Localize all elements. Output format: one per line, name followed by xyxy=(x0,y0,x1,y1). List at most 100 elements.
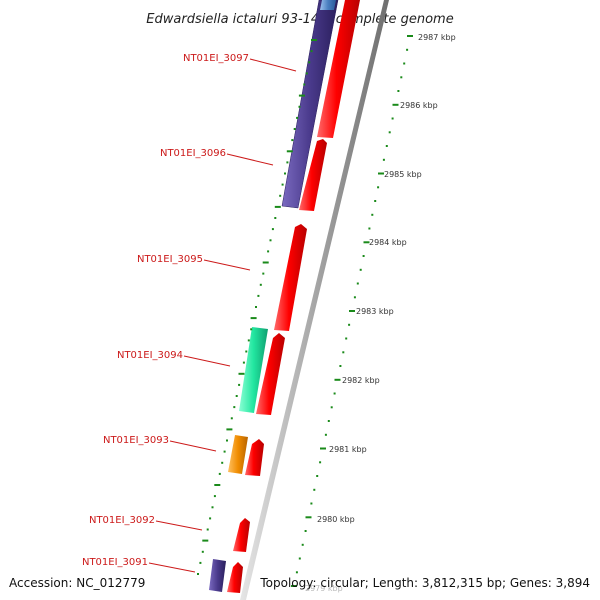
minor-tick xyxy=(310,50,313,53)
major-tick xyxy=(202,539,209,542)
minor-tick xyxy=(310,502,313,505)
minor-tick xyxy=(286,161,289,164)
minor-tick xyxy=(305,72,308,75)
scale-label-2986: 2986 kbp xyxy=(400,101,438,110)
gene-label-3095: NT01EI_3095 xyxy=(137,254,203,265)
minor-tick xyxy=(293,128,296,130)
leader-lines xyxy=(148,58,297,573)
scale-label-2984: 2984 kbp xyxy=(369,238,407,247)
minor-tick xyxy=(298,557,301,560)
minor-tick xyxy=(298,105,301,108)
minor-tick xyxy=(345,337,348,340)
major-tick xyxy=(349,310,355,312)
major-tick xyxy=(291,585,297,587)
cds-red-3093 xyxy=(245,439,264,476)
major-tick xyxy=(378,172,384,175)
scale-label-2982: 2982 kbp xyxy=(342,376,380,385)
minor-tick xyxy=(284,172,286,175)
minor-tick xyxy=(245,350,248,353)
minor-tick xyxy=(330,406,333,409)
minor-tick xyxy=(199,561,202,564)
cds-purple-3091 xyxy=(209,559,226,592)
minor-tick xyxy=(247,339,250,342)
minor-tick xyxy=(197,573,199,575)
major-tick xyxy=(250,317,257,320)
major-tick xyxy=(311,39,317,41)
genome-info-text: Topology: circular; Length: 3,812,315 bp… xyxy=(260,576,590,590)
gene-label-3094: NT01EI_3094 xyxy=(117,350,183,361)
minor-tick xyxy=(313,488,316,491)
major-tick xyxy=(214,484,221,486)
minor-tick xyxy=(382,158,385,161)
minor-tick xyxy=(267,250,270,253)
minor-tick xyxy=(333,392,336,395)
minor-tick xyxy=(296,116,299,119)
gene-label-3091: NT01EI_3091 xyxy=(82,557,148,568)
minor-tick xyxy=(403,62,406,65)
minor-tick xyxy=(377,186,380,189)
cds-red-3091 xyxy=(227,562,243,593)
minor-tick xyxy=(301,543,304,546)
minor-tick xyxy=(211,506,214,509)
cds-teal-3094 xyxy=(239,327,268,413)
minor-tick xyxy=(324,433,327,436)
minor-tick xyxy=(206,528,209,531)
minor-tick xyxy=(281,183,284,186)
minor-tick xyxy=(339,365,342,367)
minor-tick xyxy=(213,495,216,498)
minor-tick xyxy=(371,213,374,216)
minor-tick xyxy=(221,461,224,464)
major-tick xyxy=(238,372,245,375)
minor-tick xyxy=(242,361,245,364)
minor-tick xyxy=(353,296,356,299)
major-tick xyxy=(392,103,399,106)
minor-tick xyxy=(397,90,400,92)
cds-red-3097 xyxy=(317,0,360,138)
gene-label-3092: NT01EI_3092 xyxy=(89,515,155,526)
scale-label-2985: 2985 kbp xyxy=(384,170,422,179)
minor-tick xyxy=(250,328,253,331)
minor-tick xyxy=(303,83,306,86)
genome-backbone xyxy=(240,0,389,600)
major-tick xyxy=(334,378,341,381)
tick-marks xyxy=(197,35,413,587)
minor-tick xyxy=(218,472,221,475)
minor-tick xyxy=(308,61,311,64)
scale-label-2987: 2987 kbp xyxy=(418,33,456,42)
scale-label-2980: 2980 kbp xyxy=(317,515,355,524)
minor-tick xyxy=(223,450,226,453)
major-tick xyxy=(407,35,413,37)
major-tick xyxy=(320,447,326,450)
minor-tick xyxy=(259,283,262,286)
minor-tick xyxy=(362,255,365,257)
gene-label-3096: NT01EI_3096 xyxy=(160,148,226,159)
cds-red-3094 xyxy=(256,333,285,415)
gene-label-3093: NT01EI_3093 xyxy=(103,435,169,446)
minor-tick xyxy=(388,131,391,134)
major-tick xyxy=(363,241,370,244)
minor-tick xyxy=(255,306,257,308)
minor-tick xyxy=(233,406,236,409)
minor-tick xyxy=(230,417,233,420)
major-tick xyxy=(286,150,293,153)
minor-tick xyxy=(262,272,265,275)
minor-tick xyxy=(271,228,274,231)
major-tick xyxy=(226,428,233,431)
minor-tick xyxy=(269,239,272,242)
minor-tick xyxy=(291,139,294,142)
minor-tick xyxy=(238,383,241,386)
minor-tick xyxy=(374,200,377,202)
minor-tick xyxy=(327,420,330,422)
minor-tick xyxy=(295,571,298,574)
cds-purple-top xyxy=(281,0,339,209)
major-tick xyxy=(262,261,269,264)
accession-text: Accession: NC_012779 xyxy=(9,576,146,590)
scale-label-2981: 2981 kbp xyxy=(329,445,367,454)
scale-label-2979: 2979 kbp xyxy=(305,584,343,593)
minor-tick xyxy=(279,194,282,197)
minor-tick xyxy=(316,475,319,477)
major-tick xyxy=(274,205,281,208)
cds-red-3095 xyxy=(274,224,307,331)
minor-tick xyxy=(406,48,409,51)
